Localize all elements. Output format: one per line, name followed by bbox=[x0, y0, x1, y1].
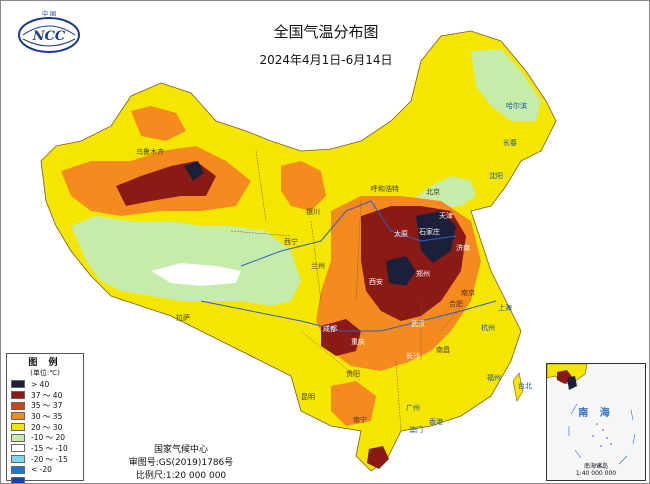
legend-item: -15 ～ -10 bbox=[7, 443, 83, 454]
legend-item: 37 ～ 40 bbox=[7, 390, 83, 401]
city-label: 海口 bbox=[396, 450, 410, 458]
logo-top-text: 中 国 bbox=[42, 10, 56, 18]
legend-unit: (单位:℃) bbox=[30, 369, 60, 377]
legend-label: 30 ～ 35 bbox=[31, 411, 63, 421]
city-label: 杭州 bbox=[481, 324, 495, 332]
city-label: 兰州 bbox=[311, 262, 325, 270]
city-label: 福州 bbox=[487, 374, 501, 382]
xinjiang-hot-core bbox=[184, 161, 204, 181]
inset-note-title: 南海诸岛 bbox=[583, 463, 608, 470]
legend-swatch bbox=[11, 476, 25, 483]
legend-swatch bbox=[11, 433, 25, 442]
legend-swatch bbox=[11, 380, 25, 389]
inset-map bbox=[547, 364, 645, 469]
legend-item: < -20 bbox=[7, 465, 83, 476]
city-label: 北京 bbox=[426, 188, 440, 196]
footer-scale: 比例尺:1:20 000 000 bbox=[135, 471, 227, 481]
city-label: 成都 bbox=[323, 325, 337, 333]
city-label: 郑州 bbox=[416, 270, 430, 278]
yangtze-river bbox=[200, 300, 497, 332]
city-label: 香港 bbox=[429, 418, 443, 426]
city-label: 长春 bbox=[503, 139, 517, 147]
legend-label: > 40 bbox=[31, 379, 50, 389]
city-label: 银川 bbox=[306, 208, 320, 216]
legend-label: -10 ～ 20 bbox=[31, 433, 66, 443]
city-label: 南宁 bbox=[353, 416, 367, 424]
city-label: 济南 bbox=[456, 244, 470, 252]
legend-item: -20 ～ -15 bbox=[7, 454, 83, 465]
city-label: 长沙 bbox=[406, 352, 420, 360]
city-label: 西安 bbox=[369, 278, 383, 286]
city-label: 拉萨 bbox=[176, 314, 190, 322]
south-china-sea-inset: 南 海 南海诸岛 1:40 000 000 bbox=[546, 363, 646, 481]
legend-label: -15 ～ -10 bbox=[31, 443, 68, 453]
legend-label: 37 ～ 40 bbox=[31, 390, 63, 400]
city-label: 呼和浩特 bbox=[371, 185, 399, 193]
city-label: 天津 bbox=[439, 212, 453, 220]
north-orange-zone bbox=[131, 106, 186, 141]
legend-item: > 40 bbox=[7, 379, 83, 390]
city-label: 哈尔滨 bbox=[506, 102, 527, 110]
legend-label: < -20 bbox=[31, 465, 52, 475]
legend-swatch bbox=[11, 391, 25, 400]
legend: 图 例 (单位:℃) > 40 37 ～ 40 35 ～ 37 30 ～ 35 20 ～… bbox=[6, 353, 84, 483]
legend-item: 30 ～ 35 bbox=[7, 411, 83, 422]
henan-hot-core bbox=[386, 256, 416, 286]
legend-item bbox=[7, 475, 83, 483]
city-label: 乌鲁木齐 bbox=[136, 148, 164, 156]
city-label: 台北 bbox=[518, 382, 532, 390]
legend-swatch bbox=[11, 423, 25, 432]
city-label: 沈阳 bbox=[489, 172, 503, 180]
legend-label: 20 ～ 30 bbox=[31, 422, 63, 432]
legend-label: -20 ～ -15 bbox=[31, 454, 68, 464]
legend-swatch bbox=[11, 412, 25, 421]
province-boundaries bbox=[230, 150, 467, 432]
yellow-river bbox=[240, 200, 457, 267]
legend-item: -10 ～ 20 bbox=[7, 432, 83, 443]
city-label: 昆明 bbox=[301, 393, 315, 401]
city-label: 贵阳 bbox=[346, 370, 360, 378]
plateau-white-zone bbox=[151, 263, 241, 286]
legend-label: 35 ～ 37 bbox=[31, 401, 63, 411]
taiwan bbox=[512, 372, 524, 402]
legend-swatch bbox=[11, 455, 25, 464]
northeast-green-zone bbox=[471, 49, 541, 121]
legend-item: 20 ～ 30 bbox=[7, 422, 83, 433]
city-label: 西宁 bbox=[284, 238, 298, 246]
inner-mongolia-orange-zone bbox=[281, 161, 326, 211]
city-label: 澳门 bbox=[409, 426, 423, 434]
city-label: 合肥 bbox=[449, 300, 463, 308]
city-label: 太原 bbox=[394, 230, 408, 238]
city-label: 武汉 bbox=[411, 320, 425, 328]
legend-title: 图 例 bbox=[28, 358, 62, 368]
legend-swatch bbox=[11, 401, 25, 410]
map-subtitle: 2024年4月1日-6月14日 bbox=[259, 53, 393, 67]
legend-item: 35 ～ 37 bbox=[7, 400, 83, 411]
ncc-logo-icon: 中 国 NCC bbox=[18, 10, 80, 53]
city-label: 重庆 bbox=[351, 338, 365, 346]
inset-note-scale: 1:40 000 000 bbox=[575, 470, 617, 477]
hainan-red-zone bbox=[367, 446, 389, 469]
map-title: 全国气温分布图 bbox=[273, 23, 379, 41]
city-label: 南昌 bbox=[436, 346, 450, 354]
south-orange-zone bbox=[331, 381, 376, 426]
legend-swatch bbox=[11, 465, 25, 474]
north-china-hot-core bbox=[416, 211, 456, 263]
city-label: 广州 bbox=[406, 404, 420, 412]
china-outline bbox=[40, 30, 557, 472]
legend-swatch bbox=[11, 444, 25, 453]
city-label: 南京 bbox=[461, 289, 475, 297]
inset-title: 南 海 bbox=[578, 408, 614, 419]
footer-center: 国家气候中心 bbox=[153, 445, 208, 455]
city-label: 上海 bbox=[498, 304, 512, 312]
ncc-logo: 中 国 NCC bbox=[15, 9, 83, 55]
plateau-green-zone bbox=[71, 216, 301, 306]
logo-text: NCC bbox=[32, 29, 66, 44]
city-label: 石家庄 bbox=[419, 228, 440, 236]
footer-review: 审图号:GS(2019)1786号 bbox=[128, 458, 234, 468]
